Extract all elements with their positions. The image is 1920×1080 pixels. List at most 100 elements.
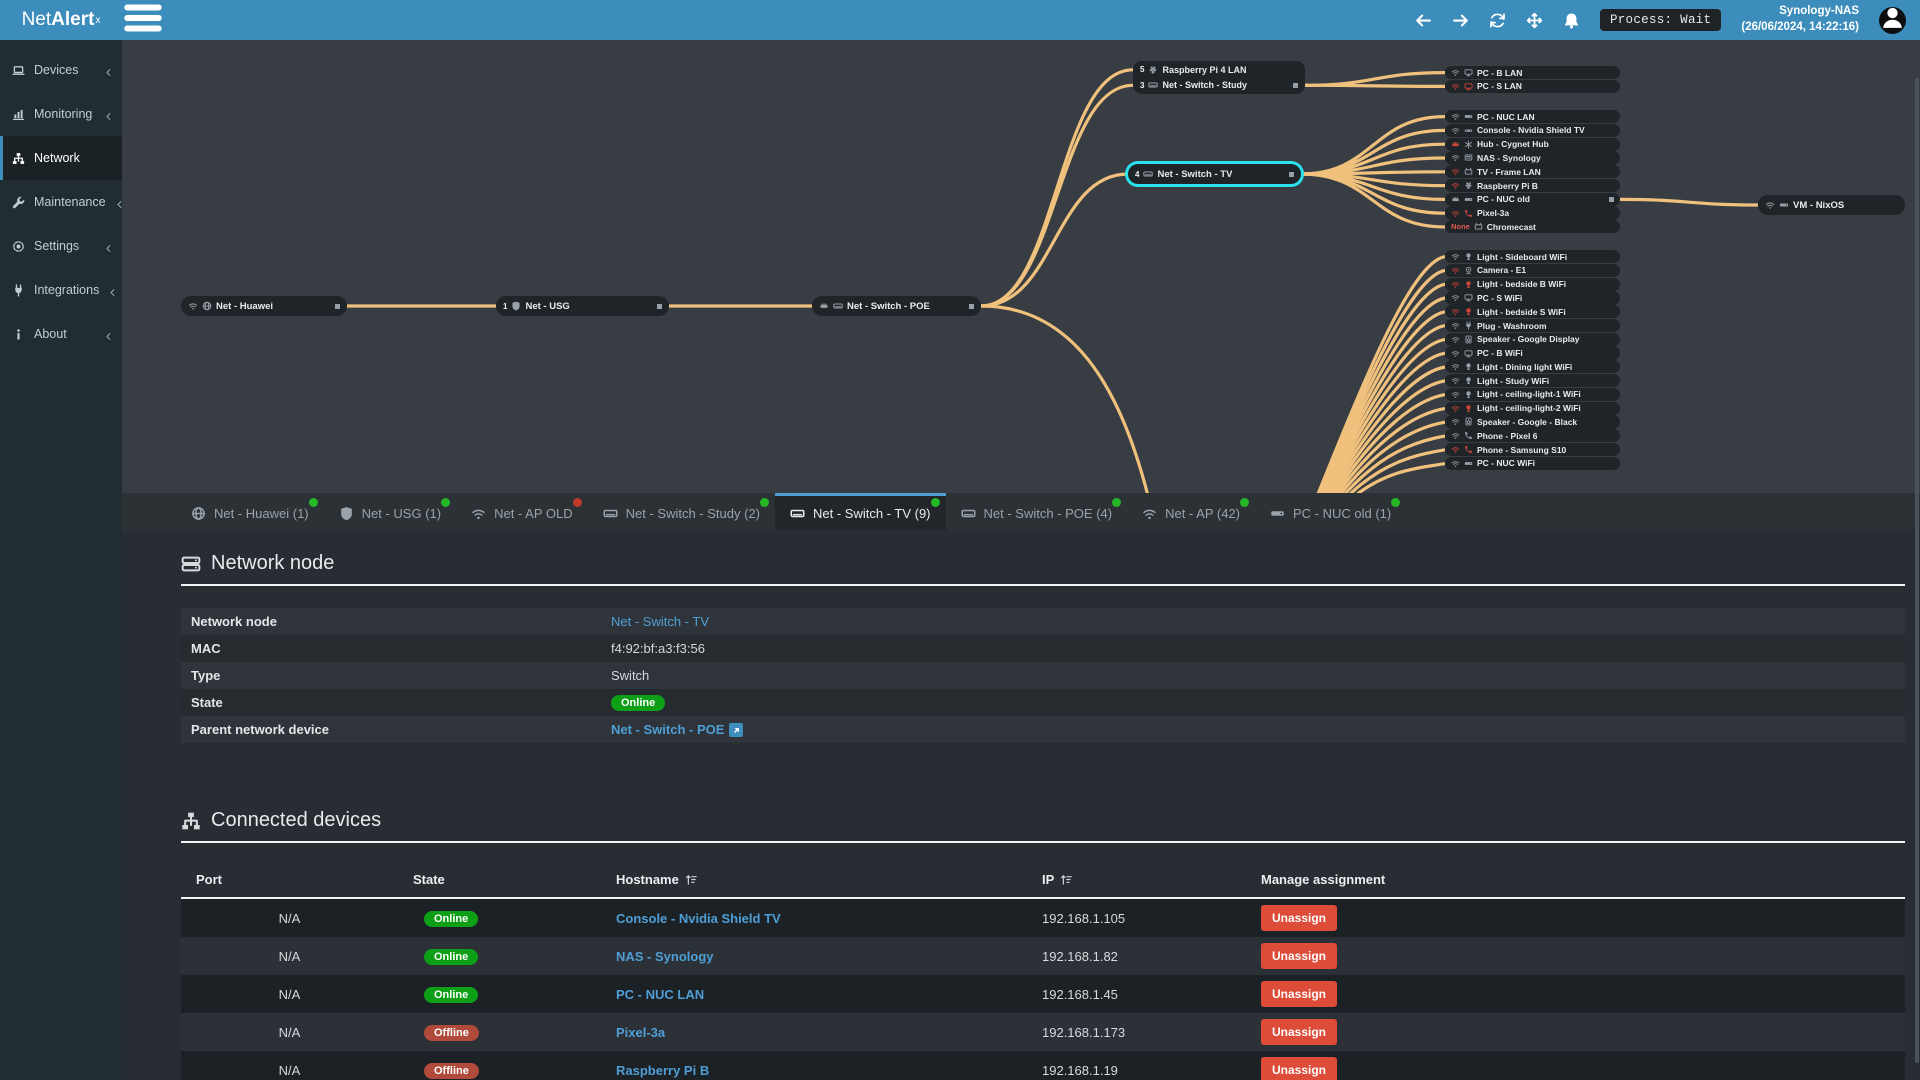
topology-node-net-switch-poe-group[interactable]: Net - Switch - POE <box>812 296 981 316</box>
sidebar-item-monitoring[interactable]: Monitoring <box>0 92 122 136</box>
forward-icon[interactable] <box>1452 12 1469 29</box>
port-cell: N/A <box>278 910 301 926</box>
column-header-ip[interactable]: IP <box>1027 872 1246 887</box>
sidebar-toggle-button[interactable] <box>122 0 164 40</box>
unassign-button[interactable]: Unassign <box>1261 943 1338 969</box>
hostname-link[interactable]: Pixel-3a <box>616 1024 666 1040</box>
collapse-handle-icon[interactable] <box>657 303 662 309</box>
topology-node-pc-b-lan-group[interactable]: PC - B LAN PC - S LAN <box>1445 66 1620 94</box>
topology-node-pc-b-lan[interactable]: PC - B LAN <box>1445 66 1620 80</box>
tab-net-ap-old[interactable]: Net - AP OLD <box>456 493 588 530</box>
topology-node-light-bedside-s-wifi[interactable]: Light - bedside S WiFi <box>1445 305 1620 319</box>
network-topology-canvas[interactable]: Net - Huawei 1 Net - USG Net - Switch - … <box>122 40 1920 493</box>
topology-node-net-usg-group[interactable]: 1 Net - USG <box>496 296 669 316</box>
move-icon[interactable] <box>1526 12 1543 29</box>
topology-node-net-switch-tv[interactable]: 4 Net - Switch - TV <box>1128 164 1301 184</box>
wifi-icon <box>1451 431 1460 440</box>
topology-node-pc-b-wifi[interactable]: PC - B WiFi <box>1445 346 1620 360</box>
state-badge: Online <box>611 695 666 711</box>
tab-net-huawei-1[interactable]: Net - Huawei (1) <box>176 493 324 530</box>
topology-node-speaker-google-display[interactable]: Speaker - Google Display <box>1445 332 1620 346</box>
sidebar-item-settings[interactable]: Settings <box>0 224 122 268</box>
topology-node-nas-synology[interactable]: NAS - Synology <box>1445 151 1620 165</box>
topology-node-net-switch-study[interactable]: 3 Net - Switch - Study <box>1133 78 1305 94</box>
topology-node-hub-cygnet-hub[interactable]: Hub - Cygnet Hub <box>1445 137 1620 151</box>
collapse-handle-icon[interactable] <box>969 303 974 309</box>
topology-node-net-huawei[interactable]: Net - Huawei <box>181 296 347 316</box>
topology-node-pc-s-wifi[interactable]: PC - S WiFi <box>1445 291 1620 305</box>
topology-node-light-bedside-b-wifi[interactable]: Light - bedside B WiFi <box>1445 277 1620 291</box>
topology-node-net-usg[interactable]: 1 Net - USG <box>496 296 669 316</box>
page-scrollbar[interactable] <box>1915 78 1919 1063</box>
unassign-button[interactable]: Unassign <box>1261 1057 1338 1080</box>
topology-node-pc-nuc-wifi[interactable]: PC - NUC WiFi <box>1445 456 1620 470</box>
section-title-text: Connected devices <box>211 809 382 831</box>
topology-node-light-ceiling-light-2-wifi[interactable]: Light - ceiling-light-2 WiFi <box>1445 401 1620 415</box>
topology-node-plug-washroom[interactable]: Plug - Washroom <box>1445 318 1620 333</box>
topology-node-pc-nuc-old[interactable]: PC - NUC old <box>1445 192 1620 206</box>
back-icon[interactable] <box>1415 12 1432 29</box>
topology-node-pixel-3a[interactable]: Pixel-3a <box>1445 206 1620 220</box>
notifications-icon[interactable] <box>1563 12 1580 29</box>
external-link-icon[interactable] <box>729 723 744 738</box>
sidebar-item-label: Devices <box>34 63 79 77</box>
hostname-link[interactable]: Raspberry Pi B <box>616 1062 710 1078</box>
topology-node-phone-samsung-s10[interactable]: Phone - Samsung S10 <box>1445 442 1620 457</box>
topology-node-phone-pixel-6[interactable]: Phone - Pixel 6 <box>1445 429 1620 443</box>
unassign-button[interactable]: Unassign <box>1261 1019 1338 1045</box>
topology-node-net-huawei-group[interactable]: Net - Huawei <box>181 296 347 316</box>
topology-node-light-sideboard-wifi[interactable]: Light - Sideboard WiFi <box>1445 250 1620 264</box>
topology-node-light-dining-light-wifi[interactable]: Light - Dining light WiFi <box>1445 360 1620 374</box>
topology-node-light-ceiling-light-1-wifi[interactable]: Light - ceiling-light-1 WiFi <box>1445 387 1620 401</box>
unassign-button[interactable]: Unassign <box>1261 905 1338 931</box>
topology-node-chromecast[interactable]: None Chromecast <box>1445 220 1620 234</box>
app-logo[interactable]: Net Alert x <box>21 9 101 30</box>
hostname-link[interactable]: NAS - Synology <box>616 948 714 964</box>
sidebar-item-integrations[interactable]: Integrations <box>0 268 122 312</box>
refresh-icon[interactable] <box>1489 12 1506 29</box>
topology-node-speaker-google-black[interactable]: Speaker - Google - Black <box>1445 415 1620 429</box>
parent-node-link[interactable]: Net - Switch - POE <box>611 721 725 737</box>
switch-icon <box>1148 80 1158 90</box>
topology-node-raspberry-pi-4-lan[interactable]: 5 Raspberry Pi 4 LAN <box>1133 62 1305 78</box>
collapse-handle-icon[interactable] <box>1289 171 1294 177</box>
sort-icon[interactable] <box>685 873 698 886</box>
tab-net-usg-1[interactable]: Net - USG (1) <box>324 493 456 530</box>
column-header-hostname[interactable]: Hostname <box>601 872 1027 887</box>
topology-node-light-study-wifi[interactable]: Light - Study WiFi <box>1445 374 1620 388</box>
topology-node-console-nvidia-shield-tv[interactable]: Console - Nvidia Shield TV <box>1445 123 1620 137</box>
tab-net-switch-tv-9[interactable]: Net - Switch - TV (9) <box>775 493 946 530</box>
topology-node-raspberry-pi-4-lan-group[interactable]: 5 Raspberry Pi 4 LAN 3 Net - Switch - St… <box>1133 61 1305 94</box>
header-actions: Process: Wait Synology-NAS (26/06/2024, … <box>1415 4 1920 35</box>
topology-node-pc-s-lan[interactable]: PC - S LAN <box>1445 79 1620 93</box>
sidebar-item-about[interactable]: About <box>0 312 122 356</box>
collapse-handle-icon[interactable] <box>1293 82 1298 88</box>
topology-node-pc-nuc-lan[interactable]: PC - NUC LAN <box>1445 110 1620 124</box>
topology-node-vm-nixos[interactable]: VM - NixOS <box>1758 195 1905 215</box>
topology-node-tv-frame-lan[interactable]: TV - Frame LAN <box>1445 165 1620 179</box>
tab-net-ap-42[interactable]: Net - AP (42) <box>1127 493 1255 530</box>
topology-node-raspberry-pi-b[interactable]: Raspberry Pi B <box>1445 178 1620 193</box>
hostname-link[interactable]: PC - NUC LAN <box>616 986 705 1002</box>
unassign-button[interactable]: Unassign <box>1261 981 1338 1007</box>
topology-node-pc-nuc-lan-group[interactable]: PC - NUC LAN Console - Nvidia Shield TV … <box>1445 110 1620 234</box>
ip-cell: 192.168.1.82 <box>1042 948 1118 964</box>
sidebar-item-devices[interactable]: Devices <box>0 48 122 92</box>
sort-icon[interactable] <box>1060 873 1073 886</box>
topology-node-net-switch-poe[interactable]: Net - Switch - POE <box>812 296 981 316</box>
topology-node-light-sideboard-wifi-group[interactable]: Light - Sideboard WiFi Camera - E1 Light… <box>1445 250 1620 471</box>
topology-node-vm-nixos-group[interactable]: VM - NixOS <box>1758 195 1905 215</box>
sidebar-item-maintenance[interactable]: Maintenance <box>0 180 122 224</box>
topology-node-net-switch-tv-group[interactable]: 4 Net - Switch - TV <box>1128 164 1301 184</box>
user-avatar[interactable] <box>1879 7 1906 34</box>
tab-net-switch-poe-4[interactable]: Net - Switch - POE (4) <box>946 493 1128 530</box>
topology-node-camera-e1[interactable]: Camera - E1 <box>1445 263 1620 277</box>
collapse-handle-icon[interactable] <box>1609 196 1614 202</box>
sidebar-item-network[interactable]: Network <box>0 136 122 180</box>
collapse-handle-icon[interactable] <box>335 303 340 309</box>
node-label: Phone - Samsung S10 <box>1477 444 1567 455</box>
hostname-link[interactable]: Console - Nvidia Shield TV <box>616 910 781 926</box>
tab-pc-nuc-old-1[interactable]: PC - NUC old (1) <box>1255 493 1406 530</box>
node-link[interactable]: Net - Switch - TV <box>611 614 710 629</box>
tab-net-switch-study-2[interactable]: Net - Switch - Study (2) <box>588 493 775 530</box>
